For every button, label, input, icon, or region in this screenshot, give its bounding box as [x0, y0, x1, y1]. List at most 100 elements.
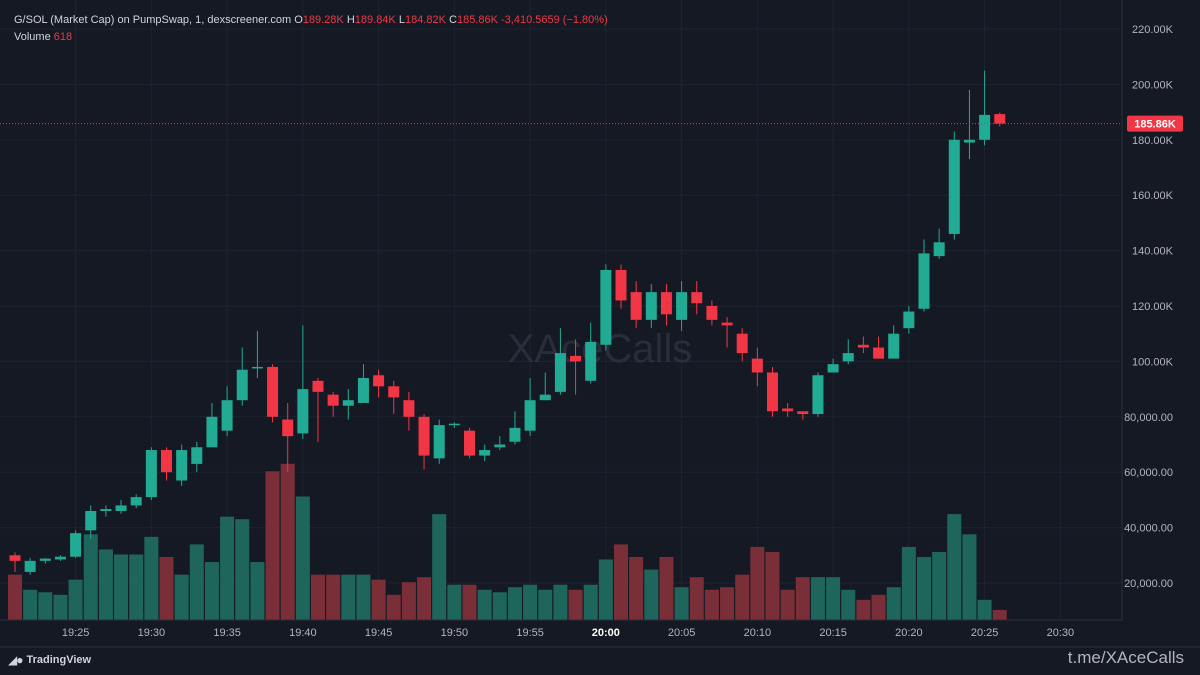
- candle-body: [676, 292, 688, 320]
- volume-bar: [53, 594, 68, 620]
- y-tick-label: 60,000.00: [1124, 467, 1173, 479]
- candle-body: [827, 364, 839, 373]
- volume-bar: [477, 589, 492, 620]
- candle-body: [812, 375, 824, 415]
- candle-body: [312, 380, 324, 392]
- candle-body: [448, 423, 460, 426]
- volume-bar: [8, 574, 22, 620]
- candle-body: [191, 447, 203, 464]
- brand-label: TradingView: [26, 654, 92, 666]
- candle-body: [176, 450, 188, 481]
- y-tick-label: 40,000.00: [1124, 523, 1173, 535]
- candle-body: [979, 114, 991, 140]
- volume-bar: [538, 589, 553, 620]
- volume-bar: [401, 582, 416, 620]
- volume-bar: [871, 594, 886, 620]
- candle-body: [721, 322, 733, 326]
- symbol-title: G/SOL (Market Cap) on PumpSwap, 1, dexsc…: [14, 14, 292, 26]
- candle-body: [206, 416, 218, 448]
- candle-body: [479, 450, 491, 456]
- volume-bar: [386, 594, 401, 620]
- candle-body: [464, 430, 475, 456]
- candle-body: [888, 333, 900, 359]
- high-label: H: [346, 14, 355, 26]
- volume-bar: [98, 549, 113, 620]
- candle-body: [873, 347, 885, 359]
- candle-body: [706, 306, 718, 320]
- volume-bar: [901, 546, 916, 620]
- x-tick-label: 20:20: [895, 627, 923, 639]
- candle-body: [585, 342, 597, 381]
- open-label: O: [294, 14, 303, 26]
- last-price-label: 185.86K: [1134, 119, 1176, 131]
- volume-bar: [856, 599, 871, 620]
- candle-body: [948, 139, 960, 234]
- volume-label: Volume: [14, 31, 51, 43]
- candle-body: [767, 372, 778, 412]
- candle-body: [903, 311, 915, 329]
- telegram-link[interactable]: t.me/XAceCalls: [1067, 648, 1184, 667]
- volume-bar: [144, 536, 159, 620]
- candle-body: [933, 242, 945, 257]
- candle-body: [857, 344, 869, 348]
- y-tick-label: 200.00K: [1132, 79, 1174, 91]
- candle-body: [691, 292, 703, 304]
- volume-bar: [659, 557, 674, 620]
- volume-bar: [507, 587, 522, 620]
- last-price-badge: [1127, 115, 1183, 132]
- volume-bar: [826, 577, 841, 620]
- volume-bar: [689, 577, 704, 620]
- volume-bar: [326, 574, 341, 620]
- x-tick-label: 19:55: [516, 627, 544, 639]
- volume-bar: [341, 574, 356, 620]
- volume-bar: [447, 584, 462, 620]
- candle-body: [418, 416, 430, 456]
- volume-bar: [492, 592, 507, 620]
- candle-body: [251, 366, 263, 369]
- volume-bar: [598, 559, 613, 620]
- candle-body: [600, 269, 612, 345]
- volume-bar: [38, 592, 53, 620]
- volume-bar: [886, 587, 901, 620]
- volume-bar: [83, 534, 98, 620]
- candle-body: [736, 333, 748, 354]
- volume-bar: [250, 562, 265, 620]
- candle-body: [236, 369, 248, 401]
- volume-bar: [644, 569, 659, 620]
- candle-body: [842, 353, 854, 362]
- volume-bar: [583, 584, 598, 620]
- volume-bar: [265, 471, 280, 620]
- y-tick-label: 220.00K: [1132, 24, 1174, 36]
- x-tick-label: 20:05: [668, 627, 696, 639]
- volume-bar: [417, 577, 432, 620]
- candle-body: [570, 355, 582, 362]
- x-tick-label: 19:50: [441, 627, 469, 639]
- tradingview-brand[interactable]: ◢● TradingView: [8, 653, 91, 667]
- x-tick-label: 20:10: [744, 627, 772, 639]
- volume-bar: [68, 579, 83, 620]
- candle-body: [267, 366, 279, 417]
- volume-bar: [629, 557, 644, 620]
- volume-bar: [462, 584, 477, 620]
- candle-body: [494, 444, 506, 448]
- y-tick-label: 20,000.00: [1124, 578, 1173, 590]
- volume-bar: [947, 514, 962, 620]
- volume-bar: [614, 544, 628, 620]
- volume-bar: [295, 496, 310, 620]
- candle-body: [357, 378, 369, 403]
- x-tick-label: 20:00: [592, 627, 620, 639]
- volume-bar: [220, 516, 235, 620]
- candle-body: [327, 394, 339, 406]
- high-value: 189.84K: [354, 14, 396, 26]
- candle-body: [70, 533, 82, 557]
- candle-body: [145, 450, 157, 498]
- low-value: 184.82K: [404, 14, 446, 26]
- candle-body: [751, 358, 763, 373]
- close-label: C: [449, 14, 457, 26]
- volume-bar: [280, 463, 295, 620]
- x-tick-label: 20:30: [1047, 627, 1075, 639]
- volume-bar: [432, 514, 447, 620]
- candle-body: [388, 386, 400, 398]
- candle-body: [433, 425, 445, 459]
